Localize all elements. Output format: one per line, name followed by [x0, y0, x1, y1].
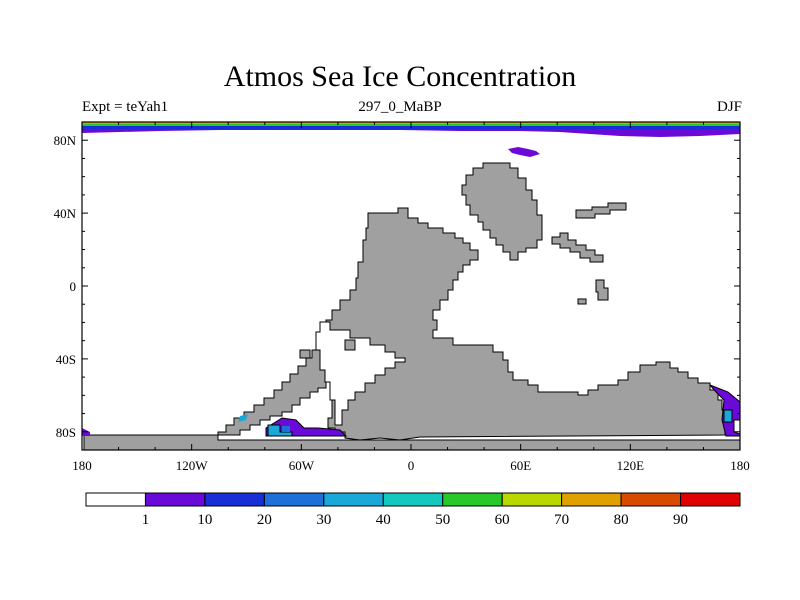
colorbar: 1 10 20 30 40 50 60 70 80 90	[85, 492, 741, 528]
x-tick-label: 120E	[617, 458, 645, 473]
east-island-3	[595, 279, 609, 301]
colorbar-label: 10	[197, 512, 212, 528]
y-tick-label: 40N	[54, 206, 77, 221]
colorbar-swatch	[323, 492, 384, 507]
colorbar-swatch	[382, 492, 444, 507]
colorbar-swatch	[620, 492, 682, 507]
colorbar-label: 1	[142, 512, 150, 528]
colorbar-swatch	[144, 492, 206, 507]
y-tick-label: 80S	[56, 425, 76, 440]
colorbar-swatch	[263, 492, 325, 507]
colorbar-label: 60	[495, 512, 510, 528]
east-island-1	[575, 202, 627, 219]
x-tick-label: 120W	[176, 458, 209, 473]
y-axis: 80N 40N 0 40S 80S	[54, 133, 740, 440]
colorbar-label: 70	[554, 512, 569, 528]
colorbar-swatch	[85, 492, 146, 507]
x-tick-label: 60E	[510, 458, 531, 473]
colorbar-label: 20	[257, 512, 272, 528]
y-tick-label: 0	[70, 279, 77, 294]
experiment-label: Expt = teYah1	[82, 99, 169, 115]
colorbar-swatch	[561, 492, 622, 507]
time-label: 297_0_MaBP	[358, 99, 442, 115]
colorbar-swatch	[442, 492, 503, 507]
colorbar-swatch	[680, 492, 741, 507]
colorbar-swatch	[204, 492, 265, 507]
colorbar-label: 30	[316, 512, 331, 528]
season-label: DJF	[716, 99, 742, 115]
colorbar-swatch	[501, 492, 563, 507]
colorbar-label: 40	[376, 512, 391, 528]
land-masses	[83, 162, 741, 451]
colorbar-label: 50	[435, 512, 450, 528]
northern-landmass	[461, 162, 543, 261]
x-tick-label: 180	[730, 458, 750, 473]
east-island-4	[577, 298, 587, 305]
y-tick-label: 40S	[56, 352, 76, 367]
x-tick-label: 60W	[289, 458, 315, 473]
colorbar-label: 90	[673, 512, 688, 528]
x-tick-label: 0	[408, 458, 415, 473]
x-axis: 180 120W 60W 0 60E 120E 180	[72, 122, 750, 473]
x-tick-label: 180	[72, 458, 92, 473]
y-tick-label: 80N	[54, 133, 77, 148]
antarctic-sea-ice	[82, 384, 741, 437]
main-continent	[83, 207, 741, 451]
map-title: Atmos Sea Ice Concentration	[223, 60, 577, 93]
colorbar-label: 80	[614, 512, 629, 528]
east-island-2	[551, 232, 604, 263]
